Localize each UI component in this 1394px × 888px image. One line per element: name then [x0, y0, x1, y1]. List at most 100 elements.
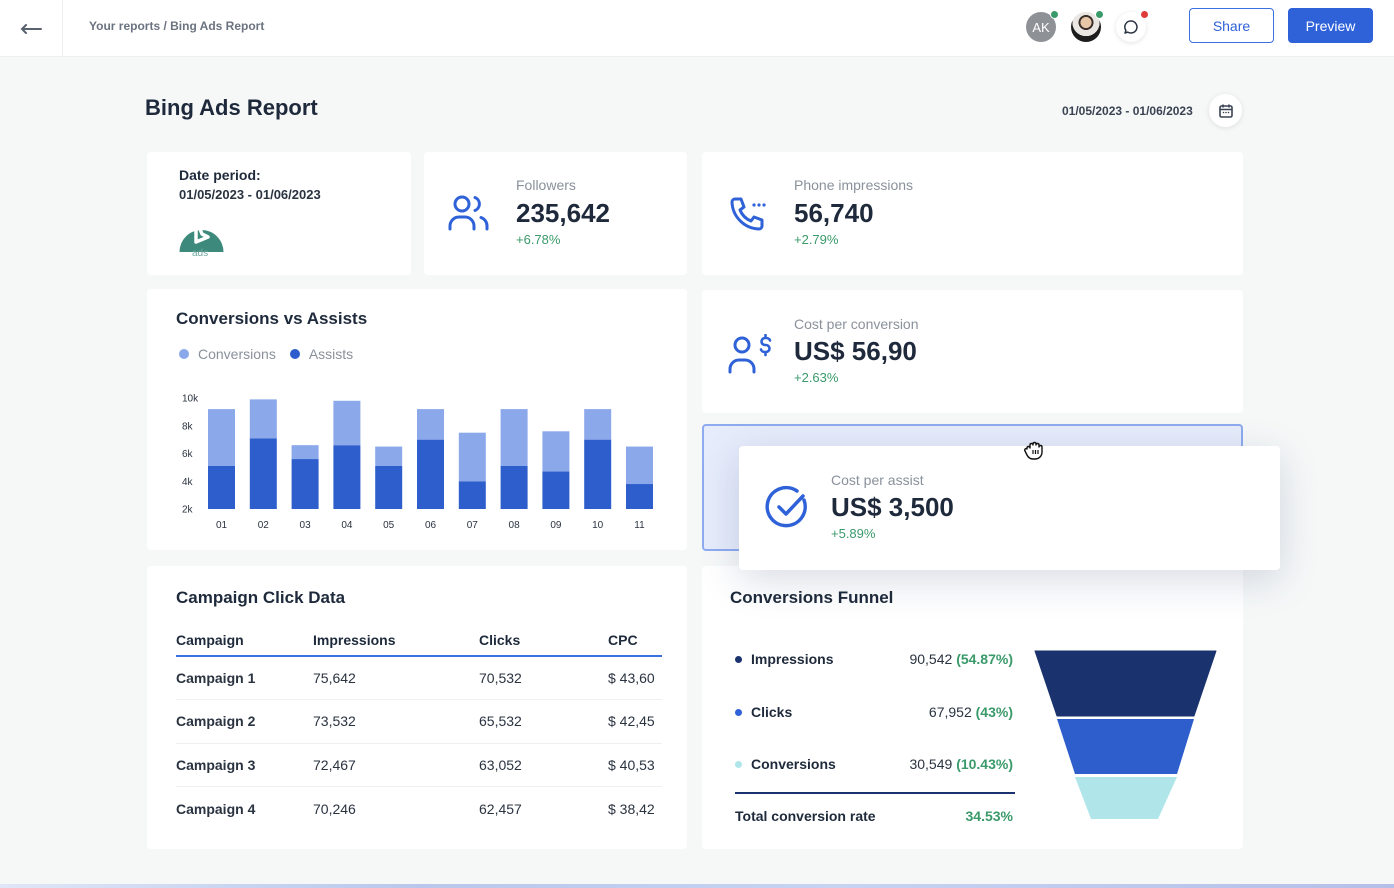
cost-per-assist-card-dragging[interactable]: Cost per assist US$ 3,500 +5.89% [739, 446, 1280, 570]
legend-item-assists[interactable]: Assists [289, 346, 354, 362]
y-tick-label: 4k [182, 477, 194, 488]
impressions-cell: 73,532 [313, 699, 479, 744]
stage-dot [735, 709, 742, 716]
bar-conversions-01[interactable] [208, 409, 235, 466]
bar-conversions-09[interactable] [542, 431, 570, 472]
bar-assists-08[interactable] [500, 465, 528, 509]
stacked-bar-chart: 2k 4k 6k 8k 10k 01 02 03 04 05 06 07 08 09 10 11 [182, 394, 653, 531]
breadcrumb[interactable]: Your reports / Bing Ads Report [89, 19, 265, 33]
column-header[interactable]: Clicks [479, 625, 608, 657]
bar-assists-03[interactable] [291, 459, 319, 509]
user-dollar-icon [728, 334, 772, 374]
x-tick-label: 05 [383, 520, 395, 531]
avatar-user-ak[interactable]: AK [1026, 10, 1059, 42]
avatar-user-photo[interactable] [1071, 10, 1104, 42]
comments-button[interactable] [1116, 10, 1149, 42]
bing-logo-icon [179, 223, 224, 252]
funnel-stage-impressions: Impressions 90,542 (54.87%) [735, 651, 1013, 667]
top-bar: Your reports / Bing Ads Report AK Share … [0, 0, 1394, 57]
stage-pct: (43%) [975, 704, 1013, 720]
phone-impressions-card[interactable]: Phone impressions 56,740 +2.79% [702, 152, 1243, 275]
kpi-value: 235,642 [516, 198, 610, 228]
stage-dot [735, 761, 742, 768]
preview-button[interactable]: Preview [1288, 8, 1373, 43]
bar-assists-10[interactable] [584, 439, 612, 509]
stage-label: Conversions [735, 756, 836, 772]
bar-conversions-03[interactable] [291, 445, 319, 460]
share-button[interactable]: Share [1189, 8, 1274, 43]
clicks-cell: 65,532 [479, 699, 608, 744]
cpc-cell: $ 40,53 [608, 743, 662, 787]
stage-name: Impressions [751, 651, 834, 667]
kpi-delta: +6.78% [516, 232, 561, 247]
bar-conversions-05[interactable] [375, 446, 403, 466]
campaign-name: Campaign 2 [176, 699, 313, 744]
bar-assists-06[interactable] [417, 439, 444, 509]
y-tick-label: 2k [182, 505, 194, 516]
kpi-label: Cost per conversion [794, 316, 919, 332]
stage-value: 67,952 [928, 704, 972, 720]
legend-item-conversions[interactable]: Conversions [179, 346, 276, 362]
users-icon [448, 195, 489, 231]
bar-assists-07[interactable] [458, 481, 486, 509]
stage-value-group: 30,549 (10.43%) [909, 756, 1013, 772]
table-row: Campaign 4 70,246 62,457 $ 38,42 [176, 787, 662, 831]
bar-assists-05[interactable] [375, 465, 403, 509]
x-tick-label: 10 [592, 520, 604, 531]
column-header[interactable]: Campaign [176, 625, 313, 657]
date-period-label: Date period: [179, 167, 261, 183]
date-period-card[interactable]: Date period: 01/05/2023 - 01/06/2023 ads [147, 152, 411, 275]
stage-value: 30,549 [909, 756, 953, 772]
avatar-initials: AK [1032, 19, 1050, 35]
online-status-dot [1095, 10, 1104, 19]
bar-conversions-11[interactable] [626, 446, 653, 485]
funnel-stage-clicks: Clicks 67,952 (43%) [735, 704, 1013, 720]
total-label: Total conversion rate [735, 808, 876, 824]
column-header[interactable]: Impressions [313, 625, 479, 657]
bar-assists-02[interactable] [249, 438, 277, 509]
back-button[interactable] [0, 0, 63, 57]
x-tick-label: 03 [300, 520, 312, 531]
funnel-title: Conversions Funnel [730, 588, 894, 607]
cpc-cell: $ 38,42 [608, 800, 655, 817]
bar-conversions-07[interactable] [458, 432, 486, 482]
cost-per-conversion-card[interactable]: Cost per conversion US$ 56,90 +2.63% [702, 290, 1243, 413]
kpi-label: Followers [516, 177, 576, 193]
bar-assists-01[interactable] [208, 465, 235, 509]
kpi-value: US$ 3,500 [831, 492, 954, 522]
column-header[interactable]: CPC [608, 625, 662, 657]
kpi-delta: +2.63% [794, 370, 839, 385]
funnel-segment-clicks [1057, 719, 1194, 774]
bar-conversions-04[interactable] [333, 400, 361, 446]
logo-text: ads [192, 248, 209, 259]
date-picker-button[interactable] [1209, 94, 1242, 127]
table-title: Campaign Click Data [176, 588, 346, 607]
calendar-icon [1218, 104, 1233, 118]
funnel-total: Total conversion rate 34.53% [735, 808, 1013, 824]
x-tick-label: 11 [634, 520, 645, 531]
stage-name: Clicks [751, 704, 793, 720]
impressions-cell: 70,246 [313, 800, 356, 817]
legend-label: Assists [308, 346, 354, 362]
x-tick-label: 02 [258, 520, 270, 531]
bar-conversions-08[interactable] [500, 409, 528, 466]
x-tick-label: 08 [509, 520, 521, 531]
stage-pct: (10.43%) [956, 756, 1013, 772]
clicks-cell: 62,457 [479, 800, 522, 817]
followers-card[interactable]: Followers 235,642 +6.78% [424, 152, 687, 275]
bar-assists-09[interactable] [542, 471, 570, 509]
bar-assists-11[interactable] [626, 484, 653, 509]
funnel-stage-conversions: Conversions 30,549 (10.43%) [735, 756, 1013, 772]
notification-dot [1140, 10, 1149, 19]
stage-dot [735, 656, 742, 663]
bar-conversions-06[interactable] [417, 409, 444, 440]
bar-conversions-10[interactable] [584, 409, 612, 440]
kpi-value: US$ 56,90 [794, 336, 917, 366]
kpi-value: 56,740 [794, 198, 874, 228]
bar-assists-04[interactable] [333, 445, 361, 509]
chart-legend: Conversions Assists [179, 346, 353, 362]
y-tick-label: 6k [182, 449, 194, 460]
campaign-name: Campaign 4 [176, 800, 256, 817]
impressions-cell: 72,467 [313, 743, 479, 787]
bar-conversions-02[interactable] [249, 399, 277, 439]
